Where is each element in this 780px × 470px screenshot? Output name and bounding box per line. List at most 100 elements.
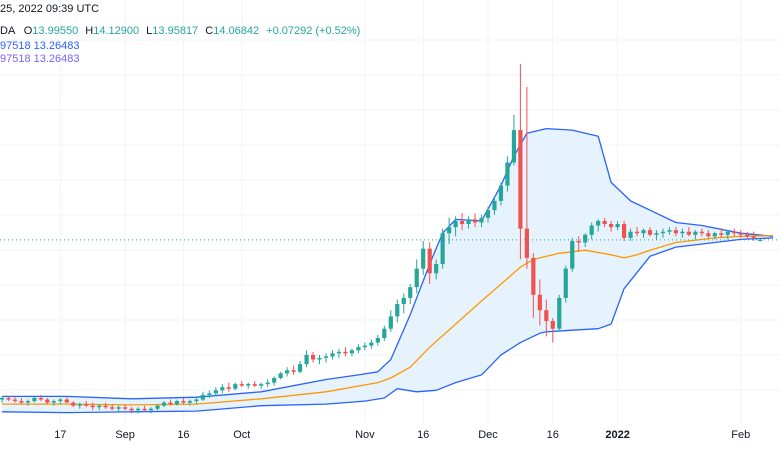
candle-102[interactable] bbox=[660, 228, 666, 238]
candle-18[interactable] bbox=[116, 405, 121, 412]
candle-76[interactable] bbox=[492, 196, 497, 215]
candle-75[interactable] bbox=[485, 207, 491, 223]
candle-70[interactable] bbox=[453, 216, 458, 237]
candle-103[interactable] bbox=[667, 227, 672, 235]
candle-86[interactable] bbox=[557, 294, 562, 332]
candle-6[interactable] bbox=[38, 394, 43, 402]
candle-72[interactable] bbox=[466, 216, 471, 229]
candle-58[interactable] bbox=[375, 334, 380, 346]
candle-15[interactable] bbox=[97, 404, 102, 411]
candle-100[interactable] bbox=[647, 227, 653, 237]
candle-66[interactable] bbox=[427, 242, 432, 285]
candle-60[interactable] bbox=[388, 310, 393, 332]
candle-27[interactable] bbox=[174, 399, 180, 406]
candle-109[interactable] bbox=[706, 230, 711, 238]
candle-53[interactable] bbox=[343, 347, 348, 357]
candle-29[interactable] bbox=[187, 399, 193, 406]
candle-32[interactable] bbox=[207, 390, 212, 398]
candle-115[interactable] bbox=[745, 231, 750, 240]
candle-25[interactable] bbox=[161, 401, 167, 408]
candle-63[interactable] bbox=[408, 284, 413, 305]
candle-8[interactable] bbox=[51, 399, 56, 406]
candle-26[interactable] bbox=[168, 399, 173, 406]
candle-112[interactable] bbox=[725, 230, 730, 240]
candle-5[interactable] bbox=[32, 396, 37, 403]
candle-17[interactable] bbox=[110, 404, 115, 411]
candle-93[interactable] bbox=[602, 217, 607, 228]
candle-67[interactable] bbox=[434, 259, 439, 280]
candle-61[interactable] bbox=[395, 299, 400, 323]
candle-44[interactable] bbox=[285, 367, 290, 377]
candle-10[interactable] bbox=[64, 396, 69, 403]
candle-116[interactable] bbox=[751, 231, 756, 241]
candle-90[interactable] bbox=[583, 233, 588, 248]
candle-20[interactable] bbox=[129, 407, 134, 414]
candle-9[interactable] bbox=[58, 397, 63, 405]
candle-37[interactable] bbox=[239, 381, 244, 388]
candle-28[interactable] bbox=[181, 397, 186, 405]
candle-101[interactable] bbox=[654, 230, 659, 240]
candle-43[interactable] bbox=[278, 371, 283, 380]
candle-97[interactable] bbox=[628, 228, 633, 241]
candle-14[interactable] bbox=[90, 402, 95, 411]
candle-95[interactable] bbox=[615, 220, 620, 231]
candle-39[interactable] bbox=[252, 381, 257, 388]
candle-51[interactable] bbox=[330, 350, 335, 360]
candle-81[interactable] bbox=[524, 86, 529, 269]
candle-80[interactable] bbox=[518, 63, 523, 260]
candle-45[interactable] bbox=[291, 365, 296, 375]
candle-117[interactable] bbox=[758, 238, 763, 242]
candle-2[interactable] bbox=[12, 396, 18, 403]
candle-79[interactable] bbox=[511, 114, 517, 166]
candle-31[interactable] bbox=[200, 391, 205, 402]
candle-33[interactable] bbox=[213, 387, 218, 397]
candle-68[interactable] bbox=[440, 228, 445, 269]
candle-23[interactable] bbox=[148, 407, 154, 414]
candle-113[interactable] bbox=[732, 228, 737, 237]
candle-21[interactable] bbox=[135, 407, 141, 414]
candle-56[interactable] bbox=[362, 342, 367, 351]
candle-12[interactable] bbox=[77, 402, 82, 409]
candle-11[interactable] bbox=[71, 401, 76, 408]
candle-36[interactable] bbox=[233, 382, 238, 391]
candle-74[interactable] bbox=[479, 214, 484, 228]
candle-19[interactable] bbox=[123, 404, 128, 411]
candle-89[interactable] bbox=[576, 236, 581, 252]
candle-52[interactable] bbox=[336, 348, 342, 358]
candle-111[interactable] bbox=[719, 228, 724, 238]
candle-34[interactable] bbox=[220, 384, 225, 394]
candle-96[interactable] bbox=[621, 220, 627, 241]
candle-64[interactable] bbox=[414, 259, 419, 294]
candle-35[interactable] bbox=[226, 382, 231, 392]
candle-94[interactable] bbox=[609, 220, 614, 232]
candle-54[interactable] bbox=[349, 348, 355, 357]
candle-110[interactable] bbox=[712, 231, 717, 240]
candle-62[interactable] bbox=[401, 293, 406, 314]
candle-92[interactable] bbox=[596, 219, 601, 232]
candle-49[interactable] bbox=[317, 354, 322, 365]
candle-50[interactable] bbox=[323, 353, 329, 363]
candle-7[interactable] bbox=[45, 397, 50, 405]
candle-106[interactable] bbox=[686, 227, 691, 237]
candle-42[interactable] bbox=[272, 376, 277, 386]
candle-57[interactable] bbox=[369, 339, 374, 349]
candle-114[interactable] bbox=[738, 230, 743, 238]
candle-22[interactable] bbox=[142, 405, 147, 412]
candle-47[interactable] bbox=[304, 350, 309, 368]
candle-38[interactable] bbox=[246, 382, 251, 389]
candle-4[interactable] bbox=[25, 399, 31, 406]
candle-82[interactable] bbox=[531, 253, 536, 318]
candle-71[interactable] bbox=[459, 213, 465, 231]
candle-85[interactable] bbox=[550, 317, 555, 343]
candle-48[interactable] bbox=[310, 351, 316, 363]
candle-108[interactable] bbox=[699, 228, 704, 237]
candle-0[interactable] bbox=[0, 396, 5, 403]
candle-55[interactable] bbox=[356, 344, 361, 354]
candle-105[interactable] bbox=[680, 228, 685, 238]
candle-24[interactable] bbox=[155, 404, 160, 411]
candle-1[interactable] bbox=[6, 396, 11, 402]
candle-104[interactable] bbox=[673, 227, 679, 237]
candle-87[interactable] bbox=[563, 265, 568, 303]
